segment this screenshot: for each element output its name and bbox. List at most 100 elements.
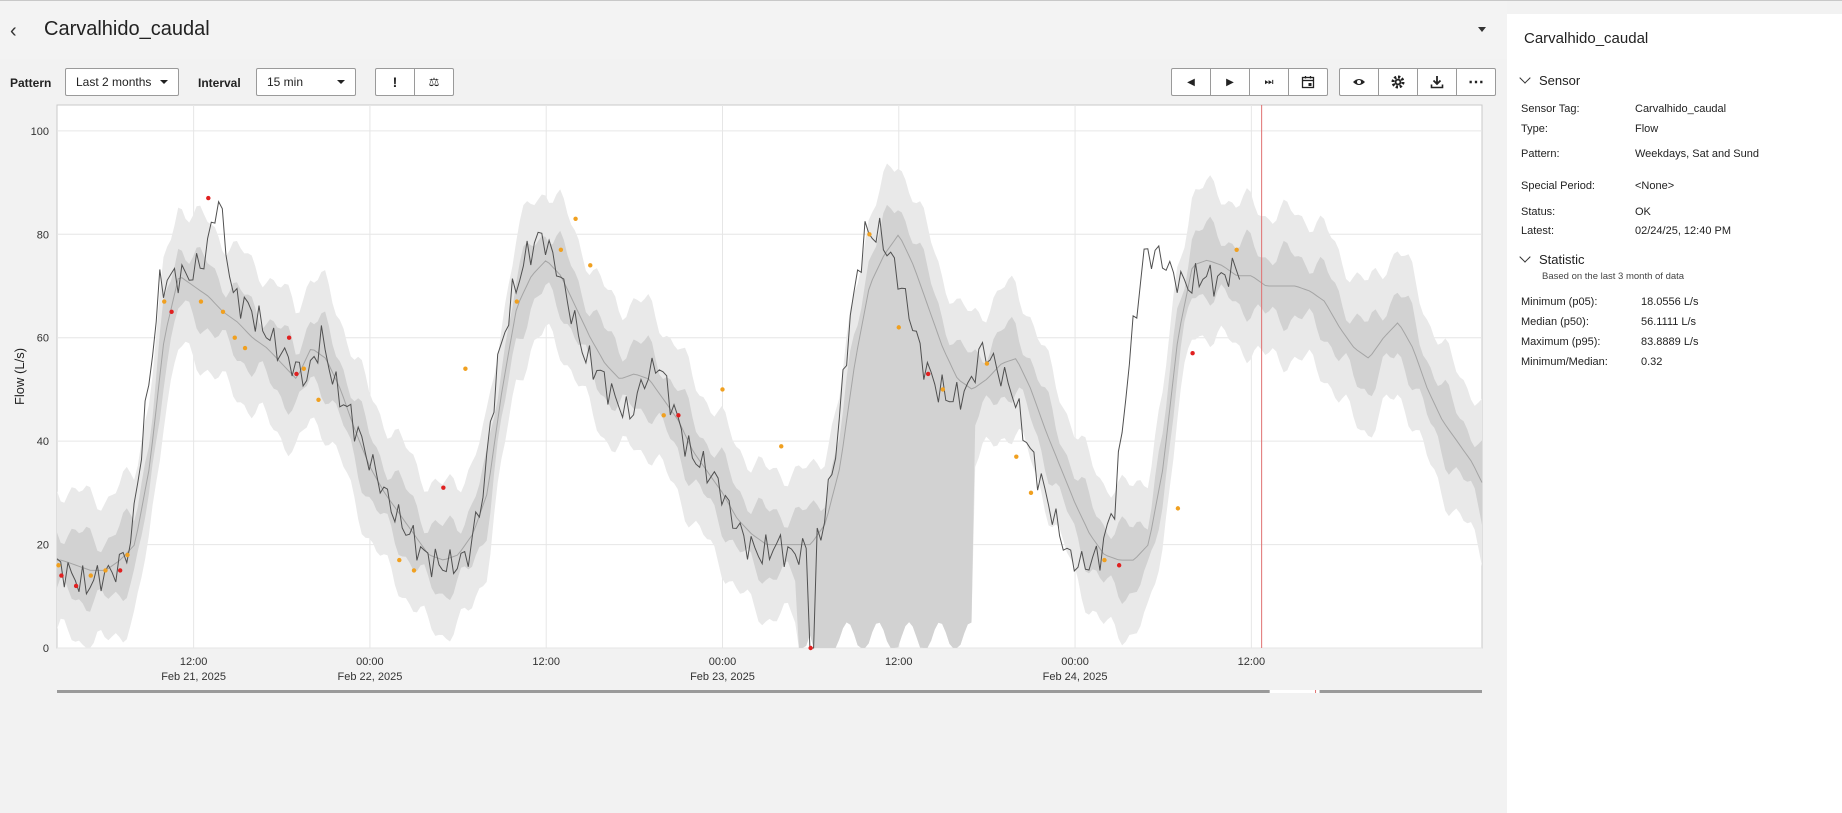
alert-icon[interactable]: ! bbox=[376, 69, 415, 95]
anomaly-point-orange bbox=[984, 361, 990, 366]
x-tick-label: 00:00 bbox=[709, 656, 737, 668]
actual-flow-line bbox=[56, 200, 1241, 649]
calendar-icon[interactable] bbox=[1289, 69, 1327, 95]
sidebar-title: Carvalhido_caudal bbox=[1524, 30, 1649, 47]
x-date-label: Feb 21, 2025 bbox=[161, 671, 226, 683]
anomaly-point-red bbox=[1190, 351, 1195, 356]
page-header: ‹ Carvalhido_caudal bbox=[0, 1, 1507, 59]
anomaly-point-red bbox=[294, 371, 299, 377]
anomaly-point-orange bbox=[88, 573, 93, 578]
anomaly-point-orange bbox=[1102, 557, 1107, 563]
x-date-label: Feb 23, 2025 bbox=[690, 671, 755, 683]
anomaly-point-red bbox=[286, 335, 292, 340]
anomaly-point-orange bbox=[896, 325, 901, 330]
play-icon[interactable]: ▶ bbox=[1211, 69, 1250, 95]
x-tick-label: 00:00 bbox=[356, 656, 384, 668]
anomaly-point-orange bbox=[573, 216, 578, 221]
y-tick-label: 60 bbox=[37, 333, 49, 345]
alert-tools: ! ⚖ bbox=[375, 68, 454, 96]
anomaly-point-orange bbox=[720, 387, 725, 392]
pattern-select-value: Last 2 months bbox=[76, 75, 152, 89]
eye-icon[interactable] bbox=[1340, 69, 1379, 95]
x-tick-label: 12:00 bbox=[180, 656, 208, 668]
anomaly-point-red bbox=[206, 195, 211, 201]
anomaly-point-orange bbox=[242, 345, 248, 351]
toolbar: Pattern Last 2 months Interval 15 min ! … bbox=[0, 66, 1507, 100]
statistic-section-toggle[interactable]: Statistic bbox=[1519, 251, 1585, 267]
chevron-down-icon bbox=[1519, 251, 1531, 263]
anomaly-point-red bbox=[59, 573, 64, 578]
anomaly-point-orange bbox=[198, 299, 204, 304]
compare-icon[interactable]: ⚖ bbox=[428, 75, 440, 89]
anomaly-point-orange bbox=[1175, 506, 1181, 511]
anomaly-point-red bbox=[117, 568, 123, 573]
anomaly-point-orange bbox=[162, 299, 167, 304]
median-line bbox=[57, 234, 1483, 571]
top-border bbox=[0, 0, 1842, 1]
overview-selection bbox=[1269, 690, 1320, 778]
x-tick-label: 12:00 bbox=[1238, 656, 1266, 668]
anomaly-point-orange bbox=[779, 444, 784, 449]
interval-select[interactable]: 15 min bbox=[256, 68, 356, 96]
interval-select-value: 15 min bbox=[267, 75, 304, 89]
interval-label: Interval bbox=[198, 76, 241, 90]
chevron-down-icon bbox=[1519, 72, 1531, 84]
y-tick-label: 0 bbox=[43, 643, 49, 655]
flow-chart: 0 20 40 60 80 100 Flow (L/s) 12:00 Feb 21, 2025 0… bbox=[10, 103, 1507, 778]
anomaly-point-orange bbox=[301, 366, 307, 371]
anomaly-point-orange bbox=[125, 552, 130, 558]
download-icon[interactable] bbox=[1418, 69, 1457, 95]
anomaly-point-red bbox=[169, 309, 174, 315]
anomaly-point-red bbox=[925, 371, 931, 377]
anomaly-point-orange bbox=[1014, 454, 1019, 459]
anomaly-point-orange bbox=[1234, 247, 1239, 252]
pattern-select[interactable]: Last 2 months bbox=[65, 68, 179, 96]
anomaly-point-red bbox=[441, 485, 446, 490]
anomaly-point-red bbox=[1116, 563, 1122, 568]
anomaly-point-orange bbox=[220, 309, 226, 315]
anomaly-point-orange bbox=[514, 299, 520, 304]
pattern-label: Pattern bbox=[10, 76, 52, 90]
anomaly-point-red bbox=[73, 583, 79, 589]
statistic-subtitle: Based on the last 3 month of data bbox=[1542, 271, 1685, 282]
anomaly-point-red bbox=[808, 645, 813, 651]
chevron-down-icon bbox=[160, 80, 168, 84]
navigation-tools: ◀ ▶ ⏭ bbox=[1171, 68, 1328, 96]
header-dropdown-icon[interactable] bbox=[1478, 27, 1486, 32]
anomaly-point-orange bbox=[867, 232, 872, 237]
page-title: Carvalhido_caudal bbox=[44, 18, 210, 40]
anomaly-point-orange bbox=[661, 413, 666, 418]
anomaly-point-orange bbox=[588, 263, 593, 268]
y-tick-label: 100 bbox=[31, 126, 49, 138]
inner-band bbox=[57, 204, 1482, 648]
y-tick-label: 20 bbox=[37, 540, 49, 552]
sidebar: Carvalhido_caudal Sensor Sensor Tag: Carv… bbox=[1507, 14, 1842, 813]
y-tick-label: 40 bbox=[37, 436, 49, 448]
skip-end-icon[interactable]: ⏭ bbox=[1250, 69, 1289, 95]
x-date-label: Feb 24, 2025 bbox=[1043, 671, 1108, 683]
back-arrow-icon[interactable]: ‹ bbox=[10, 20, 17, 42]
y-axis-label: Flow (L/s) bbox=[12, 348, 27, 405]
anomaly-point-red bbox=[676, 413, 681, 418]
anomaly-point-orange bbox=[397, 557, 402, 563]
anomaly-point-orange bbox=[940, 387, 946, 392]
gear-icon[interactable] bbox=[1379, 69, 1418, 95]
x-tick-label: 12:00 bbox=[885, 656, 913, 668]
anomaly-point-orange bbox=[411, 568, 417, 573]
anomaly-point-orange bbox=[316, 397, 321, 402]
x-tick-label: 00:00 bbox=[1061, 656, 1089, 668]
anomaly-point-orange bbox=[558, 247, 564, 252]
anomaly-point-orange bbox=[463, 366, 468, 371]
overview-background bbox=[57, 690, 1482, 778]
anomaly-point-orange bbox=[103, 568, 108, 573]
anomaly-point-orange bbox=[56, 563, 61, 568]
more-options-icon[interactable]: ⋯ bbox=[1468, 74, 1484, 91]
x-date-label: Feb 22, 2025 bbox=[337, 671, 402, 683]
previous-icon[interactable]: ◀ bbox=[1172, 69, 1211, 95]
sensor-section-toggle[interactable]: Sensor bbox=[1519, 72, 1580, 88]
x-tick-label: 12:00 bbox=[532, 656, 560, 668]
view-tools: ⋯ bbox=[1339, 68, 1496, 96]
flow-chart-svg[interactable]: 0 20 40 60 80 100 Flow (L/s) 12:00 Feb 21, 2025 0… bbox=[10, 103, 1507, 778]
y-tick-label: 80 bbox=[37, 229, 49, 241]
chevron-down-icon bbox=[337, 80, 345, 84]
